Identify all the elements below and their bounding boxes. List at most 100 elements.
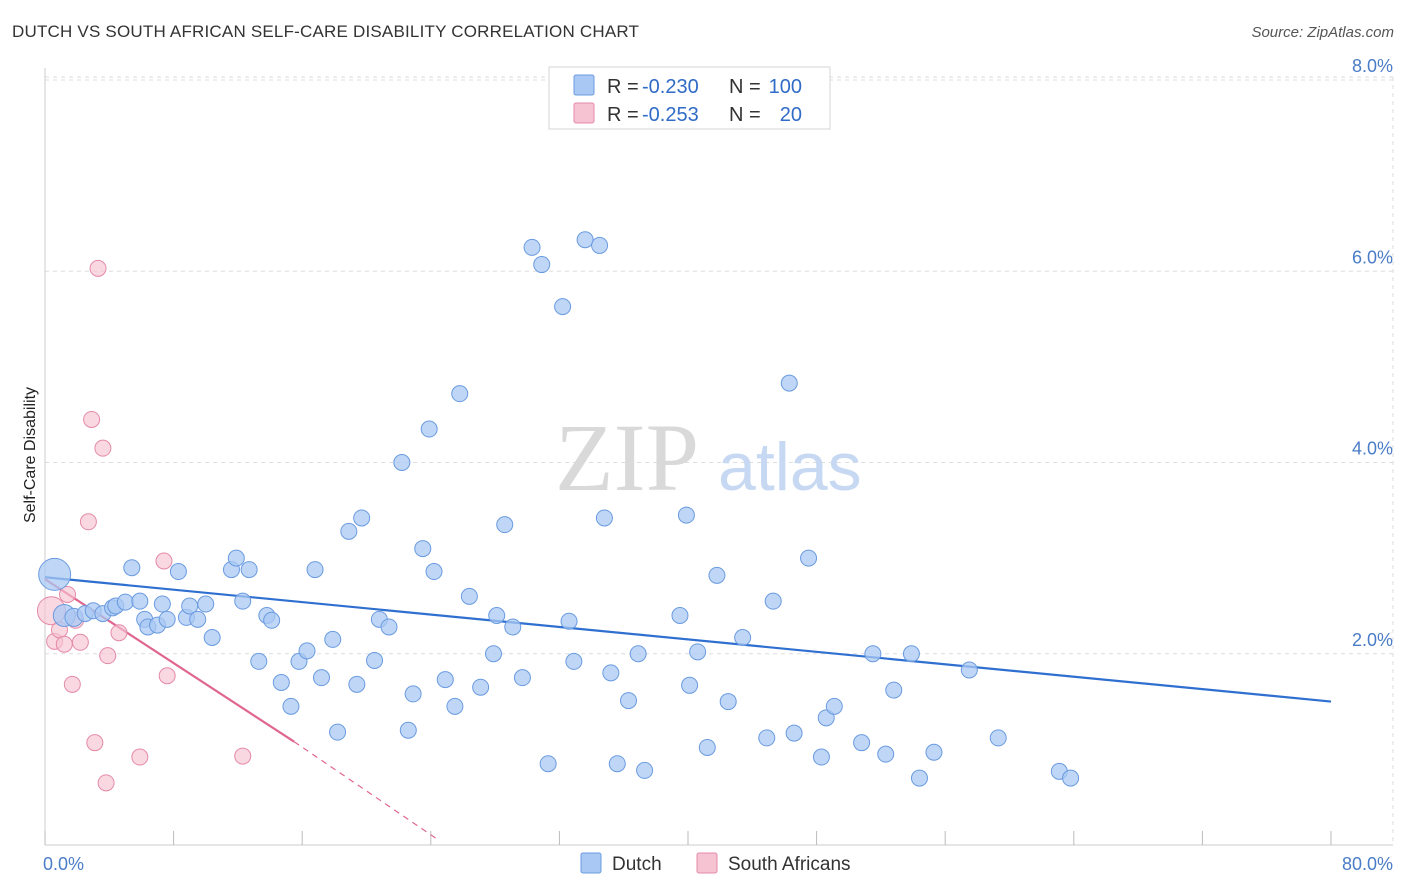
dutch-point <box>800 549 818 567</box>
y-tick-label: 8.0% <box>1352 56 1393 76</box>
dutch-point <box>324 630 342 648</box>
dutch-point <box>681 676 699 694</box>
south-africans-point <box>110 624 128 642</box>
dutch-point <box>853 734 871 752</box>
dutch-point <box>234 592 252 610</box>
dutch-point <box>451 385 469 403</box>
bottom-legend-south-africans: South Africans <box>728 854 851 875</box>
south-africans-points <box>36 259 252 792</box>
south-africans-point <box>99 647 117 665</box>
dutch-point <box>446 697 464 715</box>
dutch-point <box>123 559 141 577</box>
dutch-point <box>488 607 506 624</box>
dutch-points <box>38 231 1080 787</box>
dutch-point <box>677 506 695 524</box>
legend-swatch-south-africans <box>573 102 595 124</box>
dutch-point <box>496 516 514 534</box>
south-africans-point <box>55 635 73 653</box>
dutch-point <box>560 612 578 630</box>
dutch-point <box>472 678 490 696</box>
dutch-point <box>523 238 541 256</box>
dutch-point <box>348 675 366 693</box>
legend-n-value: 100 <box>769 76 802 98</box>
dutch-point <box>758 729 776 747</box>
south-africans-trend-extension <box>293 741 440 841</box>
dutch-point <box>131 592 149 610</box>
dutch-point <box>484 645 502 663</box>
legend-swatch-dutch <box>573 74 595 96</box>
watermark: ZIP atlas <box>555 404 862 511</box>
south-africans-point <box>79 513 97 531</box>
dutch-point <box>925 743 943 761</box>
dutch-point <box>420 420 438 438</box>
dutch-point <box>608 755 626 773</box>
dutch-point <box>636 761 654 779</box>
dutch-point <box>263 611 281 629</box>
south-africans-point <box>83 410 101 428</box>
dutch-point <box>902 645 920 663</box>
dutch-point <box>989 729 1007 747</box>
dutch-point <box>602 664 620 682</box>
dutch-point <box>240 561 258 579</box>
dutch-point <box>734 628 752 646</box>
dutch-point <box>153 595 171 613</box>
dutch-point <box>780 374 798 392</box>
south-africans-point <box>94 439 112 457</box>
dutch-point <box>158 610 176 628</box>
dutch-point <box>785 724 803 742</box>
dutch-point <box>306 561 324 579</box>
dutch-point <box>719 693 737 711</box>
dutch-point <box>404 685 422 703</box>
dutch-point <box>689 643 707 661</box>
dutch-point <box>620 692 638 710</box>
dutch-point <box>340 522 358 540</box>
source-credit: Source: ZipAtlas.com <box>1251 24 1394 41</box>
south-africans-point <box>158 667 176 685</box>
x-tick-label: 80.0% <box>1342 854 1393 874</box>
bottom-legend-swatch-south-africans <box>696 852 718 874</box>
south-africans-point <box>71 633 89 651</box>
chart-title: DUTCH VS SOUTH AFRICAN SELF-CARE DISABIL… <box>12 22 640 41</box>
dutch-point <box>425 563 443 581</box>
dutch-point <box>554 298 572 316</box>
dutch-point <box>812 748 830 766</box>
south-africans-point <box>155 552 173 570</box>
south-africans-point <box>97 774 115 792</box>
dutch-point <box>910 769 928 787</box>
dutch-point <box>227 549 245 567</box>
south-africans-point <box>131 748 149 766</box>
y-axis-label: Self-Care Disability <box>22 387 39 523</box>
dutch-point <box>329 723 347 741</box>
dutch-point <box>189 610 207 628</box>
legend-r-label: R = <box>607 76 639 98</box>
dutch-point <box>629 645 647 663</box>
bottom-legend: Dutch South Africans <box>580 852 851 875</box>
dutch-point <box>414 540 432 558</box>
legend-n-label: N = <box>729 76 761 98</box>
dutch-point <box>436 671 454 689</box>
watermark-atlas: atlas <box>718 429 862 505</box>
dutch-point <box>197 595 215 613</box>
dutch-point <box>460 587 478 605</box>
dutch-point <box>250 652 268 670</box>
dutch-point <box>513 669 531 687</box>
dutch-point <box>298 642 316 660</box>
legend-n-value: 20 <box>780 104 802 126</box>
dutch-point <box>366 651 384 669</box>
dutch-point <box>764 592 782 610</box>
dutch-point <box>169 563 187 581</box>
dutch-point <box>576 231 594 249</box>
dutch-point <box>595 509 613 527</box>
dutch-point <box>539 755 557 773</box>
dutch-point <box>272 673 290 691</box>
dutch-point <box>591 236 609 254</box>
south-africans-point <box>89 259 107 277</box>
dutch-point <box>960 661 978 679</box>
dutch-point <box>399 721 417 739</box>
dutch-point <box>116 593 134 611</box>
dutch-point <box>282 697 300 715</box>
dutch-point <box>565 652 583 670</box>
tick-labels: 2.0% 4.0% 6.0% 8.0% 0.0% 80.0% <box>43 56 1393 874</box>
dutch-point <box>825 697 843 715</box>
